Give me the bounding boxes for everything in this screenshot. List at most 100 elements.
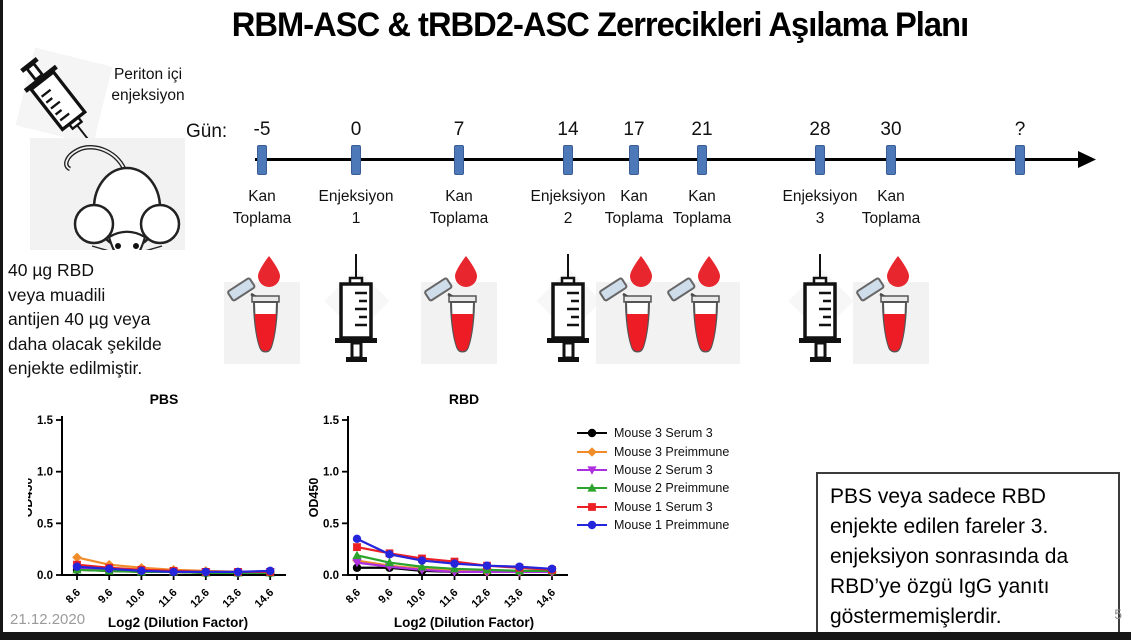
svg-text:10,6: 10,6 — [404, 587, 428, 611]
blood-tube-icon — [662, 254, 742, 371]
legend-marker-icon — [577, 520, 607, 530]
event-label-line2: Toplama — [861, 210, 921, 227]
event-label-line1: Kan — [688, 188, 716, 205]
svg-text:13.6: 13.6 — [220, 587, 244, 611]
timeline-event-label: Enjeksiyon 1 — [294, 186, 418, 230]
timeline-day-number: 28 — [809, 119, 831, 140]
timeline-tick — [257, 145, 267, 175]
timeline-event-label: Kan Toplama — [200, 186, 324, 230]
svg-text:8.6: 8.6 — [64, 587, 83, 606]
event-label-line2: 2 — [563, 210, 573, 227]
timeline-event-label: Enjeksiyon 2 — [506, 186, 630, 230]
blood-tube-icon — [594, 254, 674, 371]
timeline-tick — [697, 145, 707, 175]
svg-text:0.0: 0.0 — [37, 570, 53, 582]
slide-left-border — [0, 0, 3, 640]
svg-text:12.6: 12.6 — [188, 587, 212, 611]
legend-marker-icon — [577, 466, 607, 475]
timeline-day-number: 21 — [691, 119, 713, 140]
legend-marker-icon — [577, 428, 607, 438]
svg-text:9.6: 9.6 — [96, 587, 115, 606]
timeline-day-number: 14 — [557, 119, 579, 140]
svg-text:9,6: 9,6 — [376, 587, 395, 606]
timeline-tick — [815, 145, 825, 175]
svg-text:OD450: OD450 — [28, 478, 35, 518]
day-axis-label: Gün: — [186, 121, 228, 142]
legend-label: Mouse 1 Preimmune — [614, 518, 730, 533]
timeline-tick — [629, 145, 639, 175]
event-label-line1: Enjeksiyon — [530, 188, 606, 205]
pbs-chart: PBS OD450 0.0 0.5 1.0 1.5 8.6 9.6 10.6 11.6 12.6 13… — [28, 391, 286, 630]
blood-tube-icon — [419, 254, 499, 371]
timeline-tick — [1015, 145, 1025, 175]
legend-marker-icon — [577, 483, 607, 492]
syringe-icon — [785, 254, 855, 371]
timeline-event-label: Kan Toplama — [572, 186, 696, 230]
svg-text:11,6: 11,6 — [437, 587, 460, 610]
legend-label: Mouse 3 Serum 3 — [614, 426, 713, 441]
timeline-day-number: 17 — [623, 119, 645, 140]
svg-text:10.6: 10.6 — [124, 587, 148, 611]
slide-date: 21.12.2020 — [10, 611, 86, 628]
svg-text:RBD: RBD — [449, 391, 479, 407]
timeline-event-label: Kan Toplama — [829, 186, 953, 230]
event-label-line2: Toplama — [672, 210, 732, 227]
svg-text:OD450: OD450 — [307, 478, 321, 518]
timeline-tick — [886, 145, 896, 175]
svg-text:14.6: 14.6 — [253, 587, 277, 611]
legend-label: Mouse 2 Serum 3 — [614, 462, 713, 477]
event-label-line1: Enjeksiyon — [782, 188, 858, 205]
legend-label: Mouse 2 Preimmune — [614, 481, 730, 496]
blood-tube-icon — [851, 254, 931, 371]
page-title: RBM-ASC & tRBD2-ASC Zerrecikleri Aşılama… — [231, 6, 969, 44]
timeline-event-label: Kan Toplama — [397, 186, 521, 230]
syringe-icon — [321, 254, 391, 371]
svg-text:PBS: PBS — [150, 391, 179, 407]
event-label-line2: 1 — [351, 210, 361, 227]
event-label-line2: Toplama — [604, 210, 664, 227]
event-label-line2: Toplama — [429, 210, 489, 227]
timeline-tick — [351, 145, 361, 175]
legend-item: Mouse 3 Preimmune — [576, 442, 729, 460]
svg-text:14,6: 14,6 — [534, 587, 558, 611]
legend-item: Mouse 1 Serum 3 — [576, 498, 729, 516]
event-label-line1: Kan — [877, 188, 905, 205]
event-label-line1: Kan — [248, 188, 276, 205]
timeline-day-number: ? — [1014, 119, 1026, 140]
legend-marker-icon — [577, 446, 607, 457]
blood-tube-icon — [222, 254, 302, 371]
svg-text:0.0: 0.0 — [323, 570, 339, 582]
svg-text:12,6: 12,6 — [469, 587, 493, 611]
svg-text:13,6: 13,6 — [502, 587, 526, 611]
legend-marker-icon — [577, 502, 607, 511]
timeline-day-number: 7 — [453, 119, 465, 140]
legend-item: Mouse 2 Preimmune — [576, 479, 729, 497]
timeline-day-number: -5 — [253, 119, 271, 140]
conclusion-note: PBS veya sadece RBD enjekte edilen farel… — [816, 472, 1120, 640]
timeline-event-label: Enjeksiyon 3 — [758, 186, 882, 230]
event-label-line2: 3 — [815, 210, 825, 227]
svg-text:0.5: 0.5 — [37, 518, 54, 530]
event-label-line1: Enjeksiyon — [318, 188, 394, 205]
timeline-tick — [454, 145, 464, 175]
legend-item: Mouse 2 Serum 3 — [576, 461, 729, 479]
svg-text:1.0: 1.0 — [323, 467, 339, 479]
event-label-line1: Kan — [445, 188, 473, 205]
rbd-chart: RBD OD450 0.0 0.5 1.0 1.5 8,6 9,6 10,6 11,6 12,6 13… — [307, 391, 568, 630]
mouse-icon — [30, 138, 185, 269]
timeline-tick — [563, 145, 573, 175]
svg-text:1.0: 1.0 — [37, 467, 53, 479]
svg-text:1.5: 1.5 — [323, 415, 340, 427]
legend-item: Mouse 3 Serum 3 — [576, 424, 729, 442]
chart-legend: Mouse 3 Serum 3 Mouse 3 Preimmune Mouse 2 … — [576, 424, 729, 534]
timeline-event-label: Kan Toplama — [640, 186, 764, 230]
svg-text:11.6: 11.6 — [157, 587, 180, 610]
svg-text:0.5: 0.5 — [323, 518, 340, 530]
timeline-day-number: 0 — [350, 119, 362, 140]
event-label-line1: Kan — [620, 188, 648, 205]
svg-text:1.5: 1.5 — [37, 415, 54, 427]
injection-route-label: Periton içi enjeksiyon — [111, 66, 185, 104]
timeline-axis — [255, 158, 1082, 161]
mouse-illustration — [30, 138, 185, 269]
